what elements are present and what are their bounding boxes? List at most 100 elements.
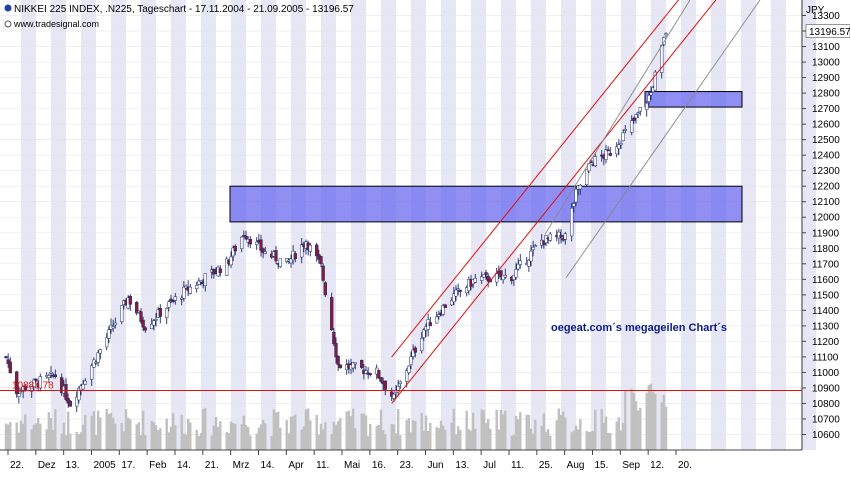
volume-bar bbox=[602, 422, 606, 450]
volume-bar bbox=[480, 409, 483, 450]
candle-body bbox=[171, 300, 175, 302]
volume-bar bbox=[180, 414, 183, 450]
volume-bar bbox=[576, 429, 580, 450]
week-band bbox=[651, 0, 666, 450]
candle-body bbox=[30, 386, 34, 392]
volume-bar bbox=[62, 422, 66, 450]
week-band bbox=[381, 0, 396, 450]
volume-bar bbox=[242, 415, 246, 450]
week-band bbox=[21, 0, 36, 450]
volume-bar bbox=[137, 422, 141, 450]
volume-bar bbox=[444, 430, 447, 450]
trend-channel-upper bbox=[391, 0, 680, 358]
candle-body bbox=[64, 384, 68, 400]
x-tick-label: 14. bbox=[261, 460, 275, 471]
volume-bar bbox=[81, 424, 85, 450]
chart-title: NIKKEI 225 INDEX, .N225, Tageschart - 17… bbox=[14, 4, 354, 15]
volume-bar bbox=[664, 406, 668, 450]
volume-bar bbox=[184, 434, 188, 450]
volume-bar bbox=[634, 401, 638, 450]
y-tick-label: 12400 bbox=[812, 151, 840, 162]
volume-bar bbox=[510, 435, 513, 450]
y-tick-label: 10700 bbox=[812, 414, 840, 425]
candle-body bbox=[199, 280, 203, 283]
candle-body bbox=[330, 297, 334, 330]
volume-bar bbox=[362, 413, 366, 450]
volume-bar bbox=[615, 421, 618, 450]
volume-bar bbox=[240, 424, 243, 450]
candle-body bbox=[409, 356, 413, 365]
candle-body bbox=[645, 102, 649, 110]
volume-bar bbox=[92, 411, 96, 450]
week-band bbox=[771, 0, 786, 450]
volume-bar bbox=[630, 388, 633, 450]
volume-bar bbox=[212, 425, 216, 450]
volume-bar bbox=[300, 429, 303, 450]
last-value-label: 13196.57 bbox=[809, 27, 850, 38]
candle-body bbox=[664, 33, 668, 36]
week-band bbox=[801, 0, 816, 450]
volume-bar bbox=[319, 423, 323, 450]
volume-bar bbox=[441, 425, 445, 450]
candle-body bbox=[195, 285, 199, 289]
volume-bar bbox=[495, 409, 498, 450]
volume-bar bbox=[439, 420, 443, 450]
volume-bar bbox=[437, 428, 441, 450]
volume-bar bbox=[64, 435, 68, 450]
y-tick-label: 11800 bbox=[812, 244, 840, 255]
volume-bar bbox=[154, 425, 158, 450]
candle-body bbox=[527, 259, 531, 267]
volume-bar bbox=[619, 430, 623, 450]
candle-body bbox=[548, 233, 552, 241]
candle-body bbox=[77, 387, 81, 401]
volume-bar bbox=[525, 414, 528, 450]
volume-bar bbox=[606, 432, 610, 450]
volume-bar bbox=[246, 427, 250, 450]
volume-bar bbox=[54, 409, 57, 450]
volume-bar bbox=[304, 409, 308, 450]
volume-bar bbox=[302, 426, 306, 450]
volume-bar bbox=[384, 434, 387, 450]
candle-body bbox=[173, 296, 177, 301]
volume-bar bbox=[189, 422, 192, 450]
volume-bar bbox=[306, 408, 310, 450]
week-band bbox=[411, 0, 426, 450]
volume-bar bbox=[527, 414, 531, 450]
volume-bar bbox=[349, 416, 353, 450]
x-tick-label: 23. bbox=[400, 460, 414, 471]
candle-body bbox=[458, 290, 462, 292]
volume-bar bbox=[426, 431, 430, 450]
candle-body bbox=[111, 326, 115, 329]
candle-body bbox=[529, 250, 533, 262]
x-tick-label: 17. bbox=[121, 460, 135, 471]
candle-body bbox=[450, 300, 454, 306]
volume-bar bbox=[231, 422, 235, 450]
volume-bar bbox=[109, 412, 113, 450]
volume-bar bbox=[407, 418, 411, 450]
volume-bar bbox=[450, 422, 453, 450]
candle-body bbox=[6, 359, 10, 364]
volume-bar bbox=[454, 434, 458, 450]
volume-bar bbox=[309, 420, 312, 450]
volume-bar bbox=[660, 402, 663, 450]
volume-bar bbox=[544, 431, 548, 450]
candle-body bbox=[649, 92, 653, 96]
volume-bar bbox=[257, 427, 261, 450]
volume-bar bbox=[152, 422, 156, 450]
candle-body bbox=[308, 244, 312, 252]
volume-bar bbox=[60, 433, 63, 450]
candle-body bbox=[482, 274, 486, 278]
candle-body bbox=[49, 371, 53, 374]
candle-body bbox=[53, 374, 57, 377]
candle-body bbox=[585, 169, 589, 185]
candle-body bbox=[158, 307, 162, 317]
candle-body bbox=[617, 144, 621, 150]
x-tick-label: Sep bbox=[622, 460, 640, 471]
volume-bar bbox=[84, 414, 87, 450]
volume-bar bbox=[141, 410, 145, 450]
candle-body bbox=[428, 322, 432, 327]
candle-body bbox=[66, 398, 70, 404]
currency-label: JPY bbox=[806, 5, 825, 16]
volume-bar bbox=[77, 434, 81, 450]
volume-bar bbox=[639, 407, 642, 450]
